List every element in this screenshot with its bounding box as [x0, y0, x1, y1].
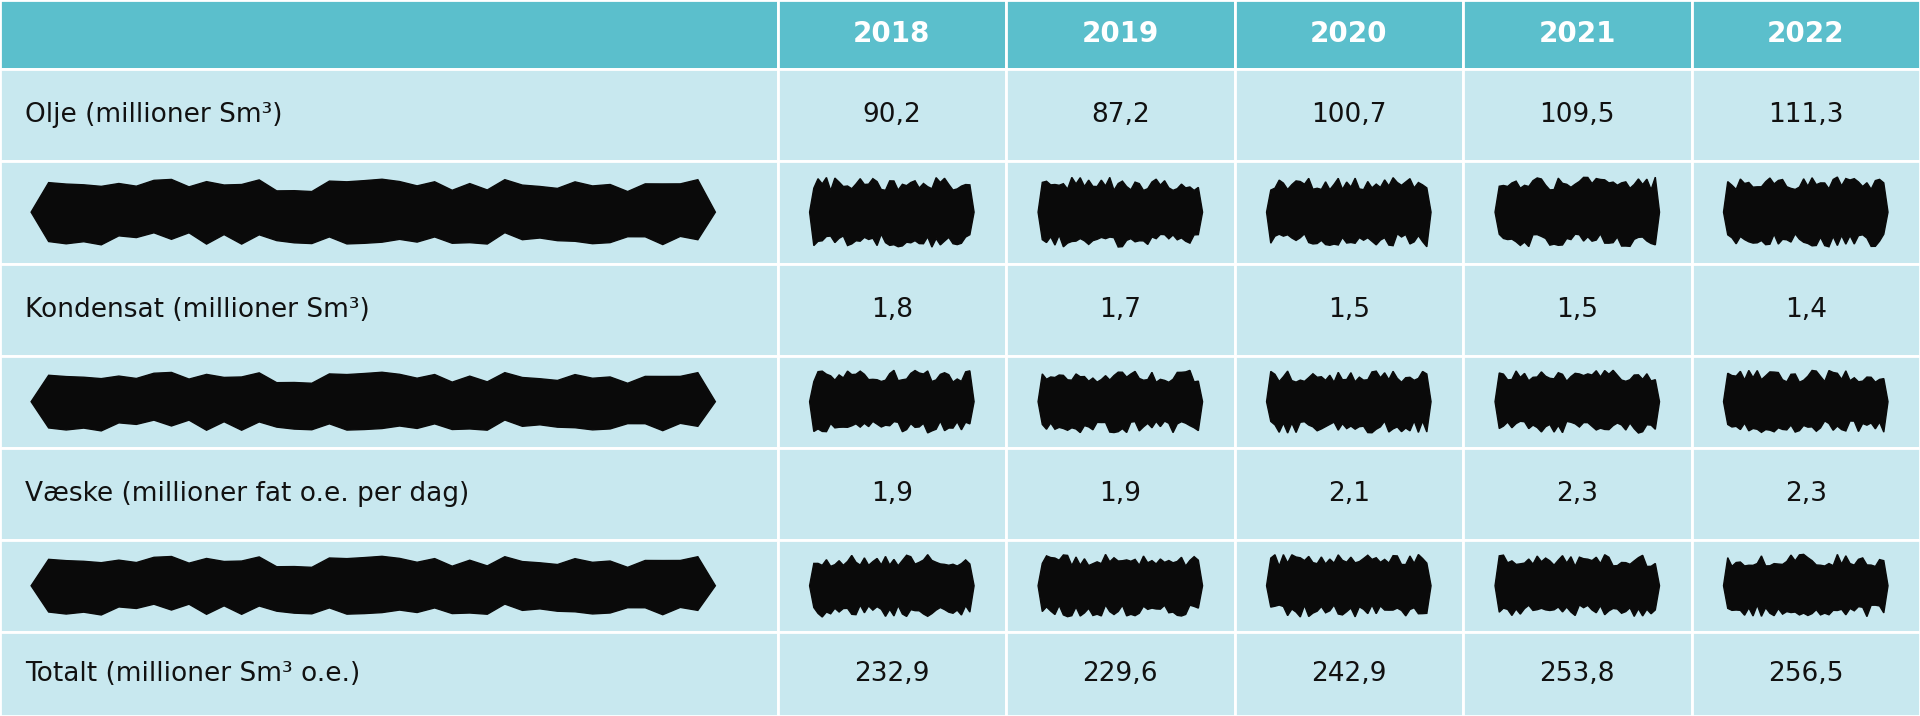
Bar: [778, 448, 1006, 540]
Bar: [778, 540, 1006, 632]
Text: 1,7: 1,7: [1100, 296, 1140, 323]
Bar: [1463, 0, 1692, 69]
Bar: [0, 69, 778, 160]
Bar: [1692, 263, 1920, 356]
Text: 100,7: 100,7: [1311, 102, 1386, 127]
Bar: [778, 69, 1006, 160]
Bar: [1006, 448, 1235, 540]
Text: Totalt (millioner Sm³ o.e.): Totalt (millioner Sm³ o.e.): [25, 661, 361, 687]
Text: 1,8: 1,8: [872, 296, 912, 323]
Text: 1,9: 1,9: [872, 480, 912, 507]
Polygon shape: [1496, 370, 1659, 433]
Text: 242,9: 242,9: [1311, 661, 1386, 687]
Bar: [1235, 0, 1463, 69]
Polygon shape: [1267, 178, 1430, 247]
Text: 2019: 2019: [1081, 20, 1160, 48]
Text: 109,5: 109,5: [1540, 102, 1615, 127]
Bar: [1235, 356, 1463, 448]
Text: 111,3: 111,3: [1768, 102, 1843, 127]
Text: 1,9: 1,9: [1100, 480, 1140, 507]
Polygon shape: [1039, 178, 1202, 247]
Bar: [1692, 356, 1920, 448]
Polygon shape: [1496, 177, 1659, 246]
Text: 232,9: 232,9: [854, 661, 929, 687]
Bar: [1692, 160, 1920, 263]
Text: 2,3: 2,3: [1557, 480, 1597, 507]
Bar: [1006, 69, 1235, 160]
Text: 87,2: 87,2: [1091, 102, 1150, 127]
Polygon shape: [810, 178, 973, 247]
Text: Olje (millioner Sm³): Olje (millioner Sm³): [25, 102, 282, 127]
Bar: [0, 160, 778, 263]
Bar: [778, 632, 1006, 716]
Text: 2,1: 2,1: [1329, 480, 1369, 507]
Bar: [0, 0, 778, 69]
Bar: [1235, 69, 1463, 160]
Bar: [1006, 0, 1235, 69]
Bar: [1692, 540, 1920, 632]
Polygon shape: [1724, 177, 1887, 247]
Text: 2,3: 2,3: [1786, 480, 1826, 507]
Text: 1,4: 1,4: [1786, 296, 1826, 323]
Polygon shape: [1039, 370, 1202, 432]
Bar: [1006, 356, 1235, 448]
Polygon shape: [810, 370, 973, 433]
Bar: [1463, 69, 1692, 160]
Bar: [1692, 448, 1920, 540]
Text: 2022: 2022: [1766, 20, 1845, 48]
Text: 90,2: 90,2: [862, 102, 922, 127]
Polygon shape: [1267, 554, 1430, 617]
Bar: [1692, 632, 1920, 716]
Polygon shape: [1267, 371, 1430, 433]
Polygon shape: [31, 556, 716, 615]
Bar: [1692, 69, 1920, 160]
Bar: [1006, 540, 1235, 632]
Bar: [1463, 356, 1692, 448]
Text: 2018: 2018: [852, 20, 931, 48]
Bar: [1463, 263, 1692, 356]
Text: 2020: 2020: [1309, 20, 1388, 48]
Text: 1,5: 1,5: [1329, 296, 1369, 323]
Text: Kondensat (millioner Sm³): Kondensat (millioner Sm³): [25, 296, 371, 323]
Text: 229,6: 229,6: [1083, 661, 1158, 687]
Polygon shape: [1724, 370, 1887, 432]
Bar: [1463, 448, 1692, 540]
Bar: [1463, 632, 1692, 716]
Bar: [1235, 540, 1463, 632]
Bar: [0, 263, 778, 356]
Text: 256,5: 256,5: [1768, 661, 1843, 687]
Bar: [0, 356, 778, 448]
Polygon shape: [1039, 554, 1202, 616]
Bar: [778, 356, 1006, 448]
Bar: [1006, 160, 1235, 263]
Bar: [1006, 632, 1235, 716]
Bar: [1006, 263, 1235, 356]
Bar: [0, 632, 778, 716]
Bar: [1463, 540, 1692, 632]
Polygon shape: [1496, 555, 1659, 616]
Polygon shape: [810, 555, 973, 617]
Bar: [0, 540, 778, 632]
Bar: [1235, 632, 1463, 716]
Text: 1,5: 1,5: [1557, 296, 1597, 323]
Text: Væske (millioner fat o.e. per dag): Væske (millioner fat o.e. per dag): [25, 480, 468, 507]
Polygon shape: [31, 179, 716, 245]
Bar: [778, 0, 1006, 69]
Bar: [0, 448, 778, 540]
Polygon shape: [1724, 554, 1887, 616]
Bar: [1235, 448, 1463, 540]
Bar: [1692, 0, 1920, 69]
Bar: [1463, 160, 1692, 263]
Polygon shape: [31, 372, 716, 431]
Bar: [1235, 263, 1463, 356]
Bar: [778, 160, 1006, 263]
Text: 253,8: 253,8: [1540, 661, 1615, 687]
Bar: [1235, 160, 1463, 263]
Bar: [778, 263, 1006, 356]
Text: 2021: 2021: [1538, 20, 1617, 48]
